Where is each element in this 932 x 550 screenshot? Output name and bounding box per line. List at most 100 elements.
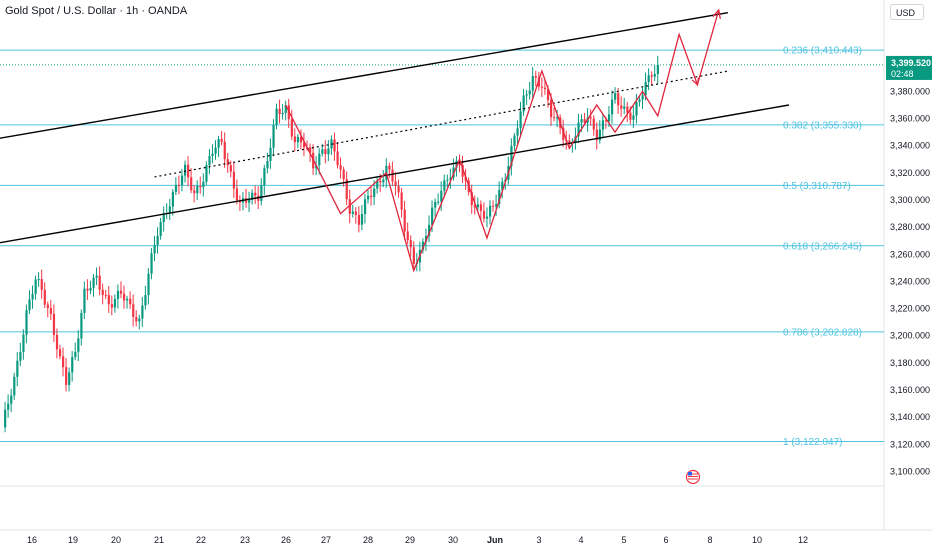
y-tick-label: 3,340.000 <box>890 141 930 151</box>
fib-label: 0.382 (3,355.330) <box>783 120 862 131</box>
candle-body <box>473 205 476 208</box>
y-tick-label: 3,100.000 <box>890 466 930 476</box>
candle-body <box>482 210 486 219</box>
candle-body <box>391 169 394 182</box>
candle-body <box>644 82 647 96</box>
candle-body <box>540 86 544 88</box>
candle-body <box>550 100 553 118</box>
candle-body <box>147 273 150 296</box>
candle-body <box>174 184 178 192</box>
candle-body <box>107 295 110 305</box>
candles <box>4 55 659 433</box>
candle-countdown: 02:48 <box>891 69 914 79</box>
x-tick-label: 22 <box>196 535 206 545</box>
candle-body <box>208 155 211 166</box>
fib-label: 0.618 (3,266.245) <box>783 241 862 252</box>
candle-body <box>489 205 492 217</box>
candle-body <box>409 240 412 248</box>
candle-body <box>80 312 83 339</box>
y-tick-label: 3,320.000 <box>890 168 930 178</box>
candle-body <box>235 188 239 201</box>
candle-body <box>485 216 489 219</box>
candle-body <box>13 376 16 396</box>
candle-body <box>623 106 626 109</box>
candle-body <box>492 205 495 207</box>
candle-body <box>534 76 537 78</box>
y-tick-label: 3,160.000 <box>890 385 930 395</box>
candle-body <box>589 117 592 119</box>
candle-body <box>113 298 117 308</box>
x-tick-label: 21 <box>154 535 164 545</box>
candle-body <box>302 142 306 148</box>
candle-body <box>62 356 65 368</box>
candle-body <box>598 129 601 141</box>
y-tick-label: 3,300.000 <box>890 195 930 205</box>
candle-body <box>22 334 25 352</box>
candle-body <box>101 289 104 295</box>
candle-body <box>431 207 434 225</box>
candle-body <box>348 199 351 214</box>
x-tick-label: 10 <box>752 535 762 545</box>
candle-body <box>601 120 605 130</box>
candle-body <box>199 185 202 188</box>
candle-body <box>318 153 321 166</box>
candle-body <box>333 139 336 152</box>
candle-body <box>135 317 138 322</box>
candle-body <box>653 74 656 77</box>
current-price-value: 3,399.520 <box>891 58 931 68</box>
zigzag-projection <box>285 9 720 273</box>
candle-body <box>607 114 611 122</box>
candle-body <box>77 338 80 352</box>
candle-body <box>37 279 40 281</box>
candle-body <box>470 192 473 206</box>
current-price-badge <box>886 55 932 80</box>
candle-body <box>272 125 275 148</box>
candle-body <box>656 64 659 75</box>
x-tick-label: 5 <box>621 535 626 545</box>
us-flag-icon[interactable] <box>685 469 701 485</box>
y-tick-label: 3,140.000 <box>890 412 930 422</box>
candle-body <box>52 313 56 335</box>
candle-body <box>278 108 281 115</box>
candle-body <box>562 127 565 141</box>
candle-body <box>449 177 452 180</box>
candle-body <box>187 164 190 178</box>
candle-body <box>196 185 199 194</box>
candle-body <box>635 101 638 116</box>
candle-body <box>577 122 580 137</box>
candle-body <box>357 215 361 225</box>
candle-body <box>373 188 376 198</box>
candle-body <box>437 201 440 203</box>
candle-body <box>55 334 59 350</box>
candle-body <box>638 99 641 102</box>
candle-body <box>553 117 556 119</box>
candle-body <box>296 136 300 143</box>
candle-body <box>528 90 531 95</box>
candle-body <box>455 160 458 168</box>
candle-body <box>543 87 547 90</box>
candle-body <box>309 147 312 153</box>
candle-body <box>400 192 403 210</box>
candle-body <box>28 299 31 311</box>
candle-body <box>434 201 437 208</box>
candle-body <box>260 185 263 201</box>
candle-body <box>10 395 13 404</box>
candle-body <box>7 403 10 410</box>
currency-button[interactable]: USD <box>890 4 924 20</box>
candle-body <box>546 89 550 101</box>
candle-body <box>4 409 7 428</box>
candle-body <box>220 139 223 142</box>
channel-mid-dotted-line <box>154 70 729 178</box>
candle-body <box>284 105 287 113</box>
fib-label: 1 (3,122.047) <box>783 437 843 448</box>
candle-body <box>406 231 409 241</box>
candle-body <box>95 275 98 278</box>
candle-body <box>367 195 370 200</box>
candle-body <box>595 129 598 141</box>
candle-body <box>629 112 632 120</box>
channel-lower-line <box>0 104 790 244</box>
candle-body <box>31 293 34 300</box>
candle-body <box>397 186 400 193</box>
candle-body <box>321 149 324 154</box>
